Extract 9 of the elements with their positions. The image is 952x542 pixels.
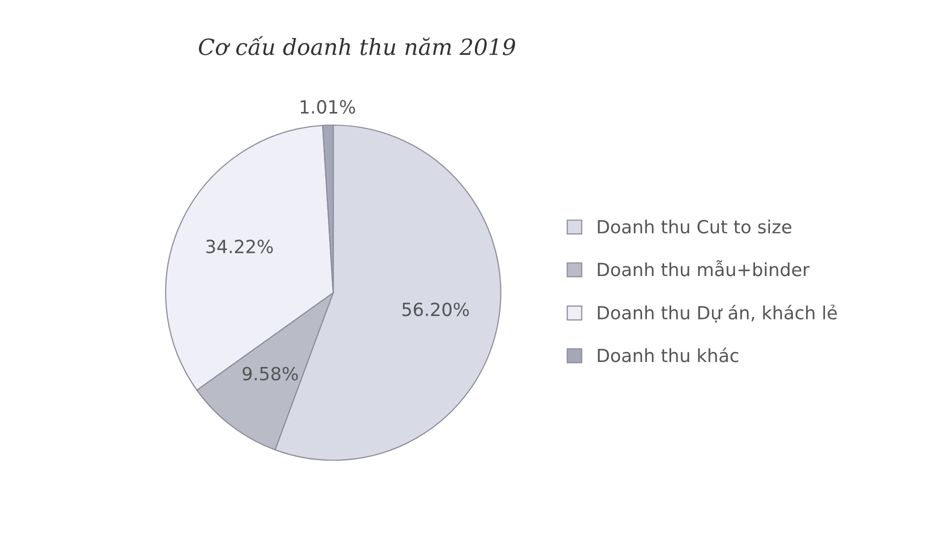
data-label: 56.20% [402, 302, 469, 316]
data-label: 1.01% [300, 100, 356, 114]
data-label: 34.22% [206, 240, 273, 254]
legend-label: Doanh thu Dự án, khách lẻ [598, 304, 837, 323]
data-label: 9.58% [242, 366, 298, 380]
chart-title: Cơ cấu doanh thu năm 2019 [198, 36, 516, 56]
legend-label: Doanh thu khác [598, 348, 738, 362]
legend-label: Doanh thu mẫu+binder [598, 260, 810, 276]
legend-label: Doanh thu Cut to size [598, 220, 792, 234]
